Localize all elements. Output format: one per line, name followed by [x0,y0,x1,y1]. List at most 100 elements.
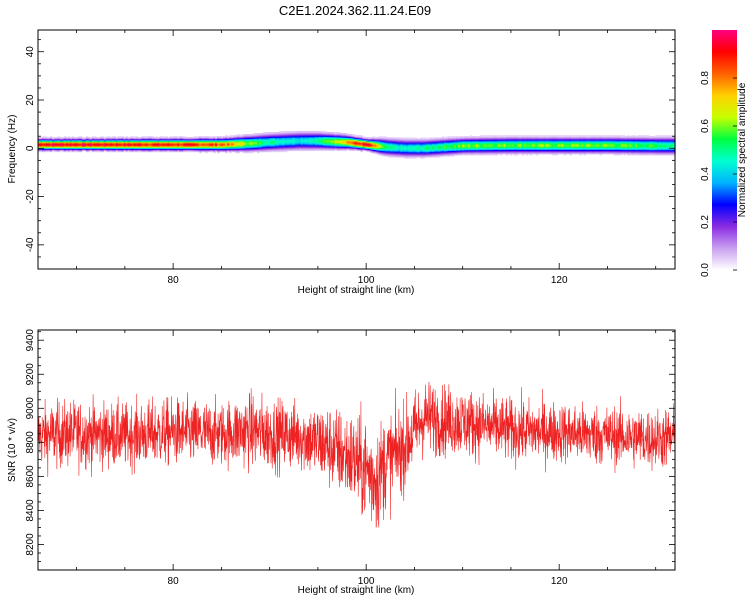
heatmap-cell [318,147,322,149]
heatmap-cell [346,136,350,139]
heatmap-cell [637,141,640,144]
heatmap-cell [555,147,559,149]
heatmap-cell [282,130,286,133]
heatmap-cell [553,151,557,154]
heatmap-cell [593,146,596,148]
heatmap-cell [380,152,383,155]
heatmap-cell [189,139,192,142]
heatmap-cell [499,135,503,137]
heatmap-cell [621,152,624,155]
heatmap-cell [577,137,581,140]
heatmap-cell [97,148,101,150]
heatmap-cell [147,145,151,147]
heatmap-cell [239,147,242,149]
heatmap-cell [229,137,232,140]
heatmap-cell [354,142,358,145]
heatmap-cell [507,142,511,145]
heatmap-cell [607,139,610,142]
heatmap-cell [412,145,415,147]
heatmap-cell [163,146,166,148]
heatmap-cell [386,137,389,140]
heatmap-cell [101,138,105,141]
heatmap-cell [288,134,292,136]
heatmap-cell [262,146,266,148]
heatmap-cell [91,141,95,144]
heatmap-cell [521,153,525,156]
heatmap-cell [221,140,224,143]
heatmap-cell [525,137,529,140]
heatmap-cell [308,145,312,147]
heatmap-cell [117,136,121,139]
heatmap-cell [483,135,487,137]
heatmap-cell [414,151,417,154]
heatmap-cell [103,148,107,150]
heatmap-cell [481,145,485,147]
heatmap-cell [306,145,310,147]
heatmap-cell [495,145,499,147]
heatmap-cell [312,131,316,134]
heatmap-cell [585,136,589,139]
heatmap-cell [639,138,642,141]
heatmap-cell [615,153,618,156]
heatmap-cell [597,135,600,137]
heatmap-cell [489,143,493,146]
heatmap-cell [211,149,214,152]
heatmap-cell [147,141,151,144]
heatmap-cell [521,148,525,150]
heatmap-cell [71,138,75,141]
heatmap-cell [505,140,509,143]
heatmap-cell [247,134,250,136]
heatmap-cell [322,130,326,133]
heatmap-cell [436,147,439,149]
heatmap-cell [388,155,391,158]
heatmap-cell [199,148,202,150]
heatmap-cell [414,147,417,149]
heatmap-cell [290,142,294,145]
heatmap-cell [38,142,41,145]
heatmap-cell [266,133,270,135]
heatmap-cell [537,152,541,155]
heatmap-cell [99,145,103,147]
heatmap-cell [424,139,427,142]
heatmap-cell [473,139,477,142]
heatmap-cell [143,149,147,152]
heatmap-cell [364,146,368,148]
heatmap-cell [147,140,151,143]
heatmap-cell [193,149,196,152]
heatmap-cell [595,152,598,155]
heatmap-cell [641,143,644,146]
heatmap-cell [585,148,589,150]
heatmap-cell [300,136,304,139]
heatmap-cell [609,139,612,142]
heatmap-cell [229,142,232,145]
heatmap-cell [372,136,376,139]
heatmap-cell [183,146,186,148]
heatmap-cell [533,137,537,140]
heatmap-cell [145,137,149,140]
heatmap-cell [91,137,95,140]
heatmap-cell [388,147,391,149]
heatmap-cell [147,139,151,142]
heatmap-cell [129,138,133,141]
heatmap-cell [252,134,256,136]
heatmap-cell [290,130,294,133]
heatmap-cell [318,138,322,141]
heatmap-cell [155,145,159,147]
heatmap-cell [272,145,276,147]
heatmap-cell [408,141,411,144]
heatmap-cell [109,140,113,143]
heatmap-cell [213,136,216,139]
heatmap-cell [561,146,565,148]
heatmap-cell [250,151,254,154]
heatmap-cell [233,147,236,149]
heatmap-cell [290,136,294,139]
heatmap-cell [254,149,258,152]
heatmap-cell [460,137,463,140]
heatmap-cell [577,139,581,142]
heatmap-cell [338,134,342,136]
heatmap-cell [272,148,276,150]
heatmap-cell [575,142,579,145]
heatmap-cell [551,141,555,144]
heatmap-cell [310,136,314,139]
heatmap-cell [607,146,610,148]
